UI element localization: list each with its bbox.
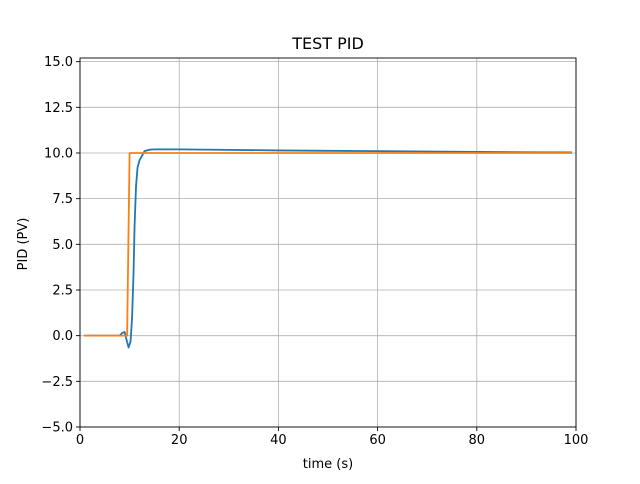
- series-line-1: [84, 148, 572, 349]
- x-tick-label: 0: [76, 433, 84, 448]
- y-axis-label: PID (PV): [16, 218, 31, 271]
- x-axis-label: time (s): [303, 457, 353, 472]
- y-tick-label: 10.0: [44, 146, 73, 161]
- plot-frame: [79, 57, 577, 428]
- y-tick-label: −5.0: [41, 421, 73, 436]
- series-line-2: [84, 152, 572, 337]
- y-tick-label: 0.0: [52, 329, 73, 344]
- grid-layer: [79, 58, 577, 428]
- chart-title: TEST PID: [291, 34, 364, 53]
- y-tick-label: 7.5: [52, 192, 73, 207]
- x-tick-label: 40: [270, 433, 287, 448]
- series-layer: [84, 148, 572, 349]
- x-tick-label: 100: [564, 433, 589, 448]
- y-tick-label: −2.5: [41, 375, 73, 390]
- axes-layer: 0 20 40 60 80 100 −5.0 −2.5 0.0 2.5 5.0 7.5 10.0 12.5…: [41, 55, 588, 448]
- x-tick-label: 20: [171, 433, 188, 448]
- y-tick-label: 12.5: [44, 101, 73, 116]
- y-tick-label: 15.0: [44, 55, 73, 70]
- x-tick-label: 80: [469, 433, 486, 448]
- y-tick-label: 5.0: [52, 238, 73, 253]
- y-tick-label: 2.5: [52, 283, 73, 298]
- x-tick-label: 60: [369, 433, 386, 448]
